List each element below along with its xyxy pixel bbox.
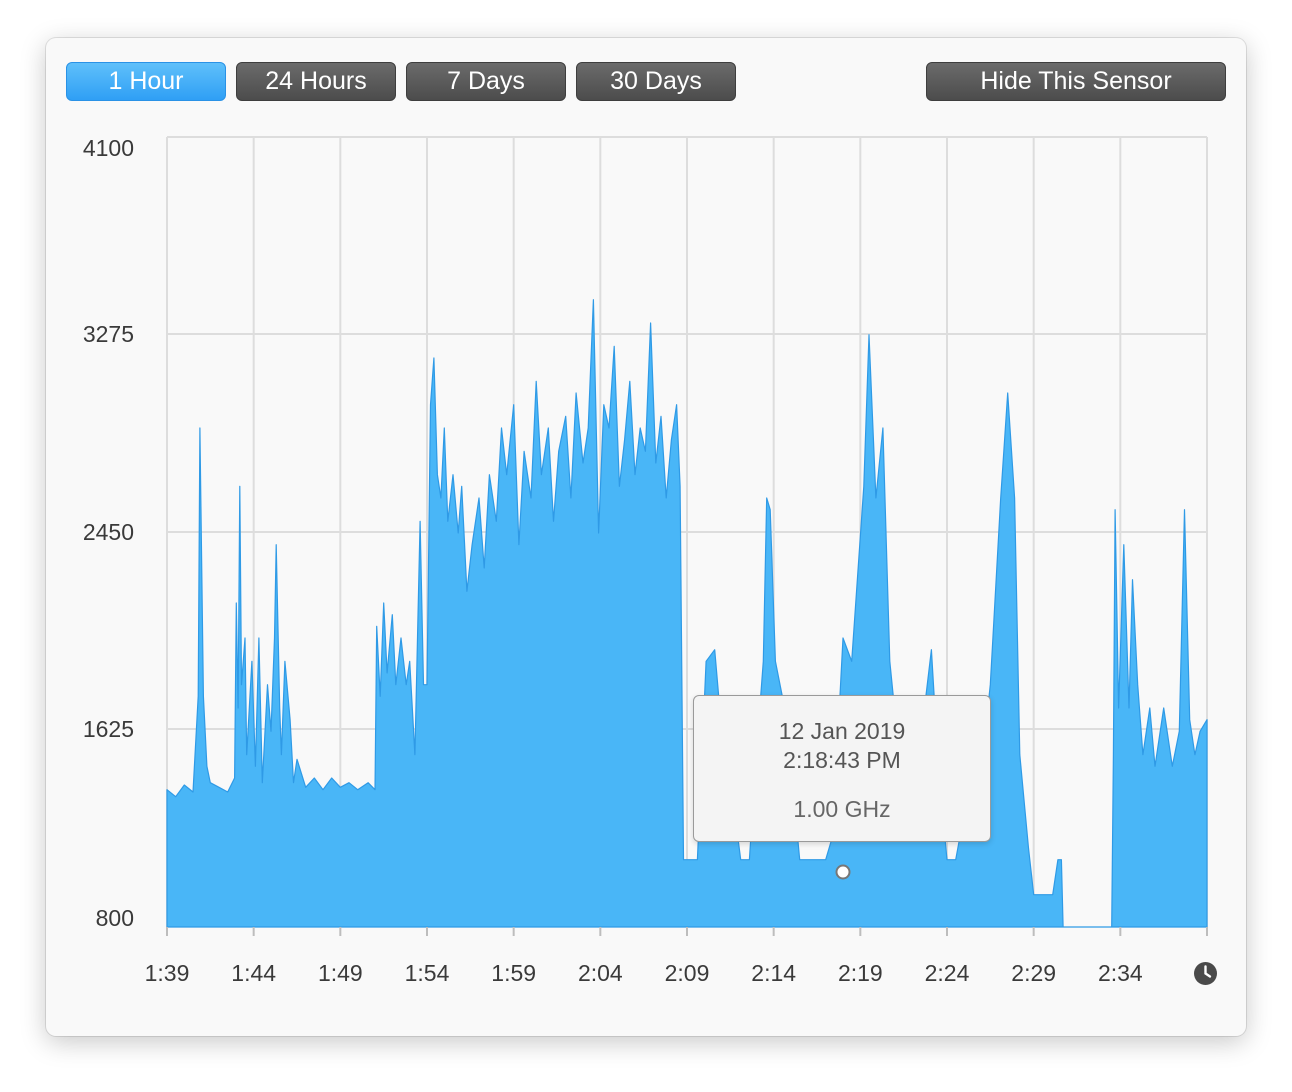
frequency-area-series[interactable] bbox=[166, 299, 1208, 928]
range-button-30-days[interactable]: 30 Days bbox=[576, 62, 736, 101]
x-tick-label: 2:09 bbox=[665, 960, 710, 986]
range-button-7-days[interactable]: 7 Days bbox=[406, 62, 566, 101]
x-tick-label: 2:29 bbox=[1011, 960, 1056, 986]
tooltip-marker bbox=[835, 864, 851, 880]
frequency-chart: 4100 3275 2450 1625 800 1:39 1:44 1:49 1:54 1:59… bbox=[83, 135, 1208, 986]
y-tick-label: 3275 bbox=[83, 321, 134, 347]
x-tick-label: 1:54 bbox=[405, 960, 450, 986]
x-tick-label: 2:24 bbox=[925, 960, 970, 986]
y-axis-ticks: 4100 3275 2450 1625 800 bbox=[83, 135, 134, 931]
tooltip-date: 12 Jan 2019 bbox=[778, 718, 906, 744]
x-tick-label: 2:04 bbox=[578, 960, 623, 986]
x-tick-label: 2:34 bbox=[1098, 960, 1143, 986]
x-tick-label: 2:19 bbox=[838, 960, 883, 986]
x-tick-label: 1:49 bbox=[318, 960, 363, 986]
tooltip-value: 1.00 GHz bbox=[793, 796, 891, 822]
y-tick-label: 800 bbox=[96, 905, 134, 931]
x-tick-label: 1:59 bbox=[491, 960, 536, 986]
chart-tooltip: 12 Jan 2019 2:18:43 PM 1.00 GHz bbox=[693, 695, 991, 842]
clock-icon[interactable] bbox=[1193, 961, 1218, 986]
y-tick-label: 4100 bbox=[83, 135, 134, 161]
range-button-24-hours[interactable]: 24 Hours bbox=[236, 62, 396, 101]
y-tick-label: 2450 bbox=[83, 519, 134, 545]
x-tick-label: 1:39 bbox=[145, 960, 190, 986]
range-button-1-hour[interactable]: 1 Hour bbox=[66, 62, 226, 101]
sensor-history-panel: 4100 3275 2450 1625 800 1:39 1:44 1:49 1:54 1:59… bbox=[46, 38, 1246, 1036]
x-tick-label: 2:14 bbox=[751, 960, 796, 986]
x-tick-label: 1:44 bbox=[231, 960, 276, 986]
y-tick-label: 1625 bbox=[83, 716, 134, 742]
hide-sensor-button[interactable]: Hide This Sensor bbox=[926, 62, 1226, 101]
tooltip-time: 2:18:43 PM bbox=[783, 747, 901, 773]
x-axis-ticks: 1:39 1:44 1:49 1:54 1:59 2:04 2:09 2:14 2:19 2:24… bbox=[145, 927, 1208, 986]
